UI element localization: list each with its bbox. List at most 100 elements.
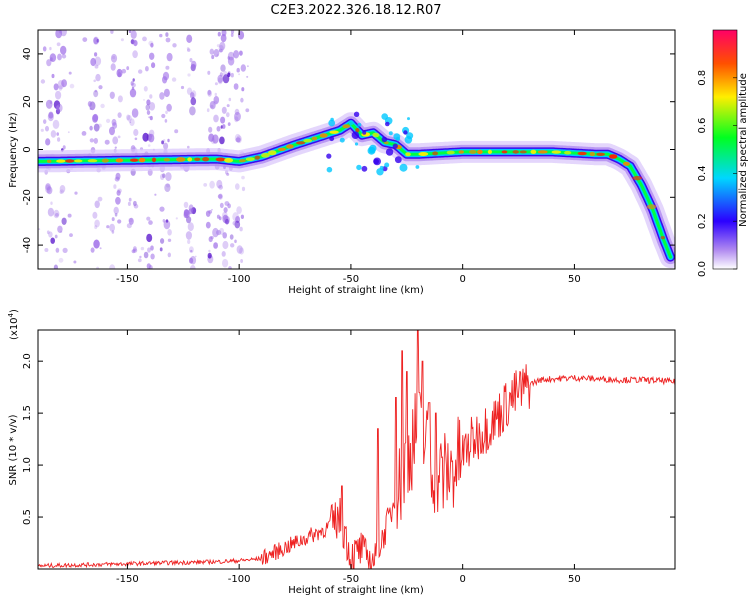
- spectrogram-noise-blob: [222, 232, 227, 239]
- ridge-scatter-blob: [388, 131, 393, 136]
- spectrogram-noise-blob: [160, 238, 165, 244]
- svg-text:(x104): (x104): [7, 309, 20, 340]
- spectrogram-noise-blob: [228, 97, 232, 102]
- spectrogram-noise-blob: [54, 234, 58, 239]
- spectrogram-noise-blob: [112, 122, 118, 129]
- spectrogram-noise-blob: [241, 175, 245, 180]
- spectrogram-noise-blob: [206, 108, 210, 113]
- spectrogram-y-label: Frequency (Hz): [8, 112, 19, 188]
- spectrogram-noise-blob: [193, 64, 197, 67]
- spectrogram-noise-blob: [216, 229, 222, 236]
- spectrogram-noise-blob: [62, 145, 66, 150]
- spectrogram-noise-blob: [116, 190, 121, 196]
- spectrogram-noise-blob: [166, 52, 173, 62]
- spectrogram-noise-blob: [89, 138, 94, 143]
- ridge-scatter-blob: [404, 136, 413, 144]
- spectrogram-noise-blob: [121, 68, 127, 74]
- spectrogram-noise-blob: [49, 53, 57, 62]
- spectrogram-noise-blob: [207, 90, 212, 97]
- x-tick-label: 0: [459, 274, 465, 285]
- spectrogram-noise-blob: [133, 128, 139, 137]
- spectrogram-noise-blob: [96, 38, 100, 43]
- ridge-hotspot: [74, 159, 83, 163]
- spectrogram-noise-blob: [55, 247, 60, 253]
- spectrogram-noise-blob: [90, 247, 95, 253]
- snr-y-multiplier-exp: 4: [7, 312, 15, 317]
- ridge-scatter-blob: [384, 162, 390, 168]
- spectrogram-noise-blob: [180, 85, 185, 90]
- ridge-hotspot: [151, 157, 157, 163]
- spectrogram-noise-blob: [126, 223, 132, 229]
- spectrogram-noise-blob: [106, 118, 111, 123]
- spectrogram-noise-blob: [43, 119, 47, 124]
- spectrogram-noise-blob: [48, 111, 54, 119]
- spectrogram-noise-blob: [222, 70, 228, 77]
- spectrogram-noise-blob: [148, 220, 153, 225]
- spectrogram-noise-blob: [165, 172, 172, 182]
- spectrogram-noise-blob: [239, 50, 243, 56]
- snr-y-multiplier-base: (x10: [9, 317, 20, 340]
- spectrogram-noise-blob: [187, 222, 194, 232]
- spectrogram-noise-blob: [240, 259, 244, 263]
- spectrogram-noise-blob: [148, 40, 154, 46]
- spectrogram-noise-blob: [137, 258, 142, 263]
- ridge-scatter-blob: [379, 165, 384, 170]
- x-tick-label: 50: [568, 574, 581, 585]
- ridge-hotspot: [329, 130, 339, 134]
- spectrogram-noise-blob: [162, 219, 166, 223]
- ridge-hotspot: [342, 124, 351, 129]
- spectrogram-noise-blob: [58, 257, 64, 263]
- spectrogram-noise-blob: [57, 225, 63, 233]
- spectrogram-noise-blob: [146, 110, 151, 115]
- spectrogram-noise-blob: [208, 210, 213, 214]
- ridge-scatter-blob: [362, 130, 367, 135]
- ridge-hotspot: [311, 136, 318, 141]
- spectrogram-panel: -150 -100 -50 0 50 -40 -20 0 20 40 Height of str…: [8, 29, 676, 296]
- ridge-hotspot: [646, 204, 657, 210]
- spectrogram-noise-blob: [235, 216, 241, 223]
- spectrogram-noise-blob: [187, 48, 191, 52]
- x-tick-label: -100: [228, 274, 251, 285]
- ridge-hotspot: [261, 152, 270, 158]
- spectrogram-noise-blob: [209, 180, 215, 189]
- spectrogram-noise-blob: [216, 54, 219, 57]
- ridge-scatter-blob: [329, 136, 335, 142]
- spectrogram-noise-blob: [224, 201, 230, 206]
- spectrogram-noise-blob: [222, 74, 230, 84]
- spectrogram-noise-blob: [45, 183, 51, 191]
- spectrogram-noise-blob: [106, 225, 110, 229]
- spectrogram-noise-blob: [45, 99, 53, 109]
- spectrogram-noise-blob: [56, 103, 63, 113]
- spectrogram-noise-blob: [164, 183, 171, 192]
- spectrogram-noise-blob: [132, 39, 136, 43]
- spectrogram-noise-blob: [230, 30, 235, 34]
- spectrogram-noise-blob: [114, 176, 120, 182]
- spectrogram-noise-blob: [149, 52, 155, 60]
- spectrogram-noise-blob: [166, 103, 172, 112]
- spectrogram-noise-blob: [110, 30, 114, 34]
- spectrogram-noise-blob: [67, 131, 70, 134]
- ridge-hotspot: [239, 159, 246, 163]
- spectrogram-noise-blob: [46, 59, 52, 67]
- ridge-hotspot: [215, 157, 226, 162]
- spectrogram-noise-blob: [126, 115, 132, 122]
- spectrogram-noise-blob: [234, 111, 241, 122]
- ridge-hotspot: [446, 150, 455, 155]
- ridge-scatter-blob: [356, 164, 362, 171]
- ridge-scatter-blob: [330, 117, 334, 122]
- snr-x-ticks: -150 -100 -50 0 50: [116, 330, 581, 585]
- spectrogram-noise-blob: [94, 64, 99, 69]
- spectrogram-noise-blob: [55, 108, 61, 115]
- spectrogram-noise-blob: [134, 137, 138, 141]
- spectrogram-noise-blob: [56, 132, 59, 136]
- spectrogram-noise-blob: [131, 108, 139, 118]
- spectrogram-noise-blob: [213, 96, 220, 104]
- spectrogram-noise-blob: [240, 214, 244, 219]
- spectrogram-noise-blob: [129, 88, 137, 98]
- spectrogram-noise-blob: [143, 251, 149, 259]
- ridge-hotspot: [254, 155, 260, 160]
- spectrogram-noise-blob: [159, 206, 165, 212]
- spectrogram-noise-blob: [210, 104, 214, 109]
- ridge-hotspot: [355, 128, 360, 133]
